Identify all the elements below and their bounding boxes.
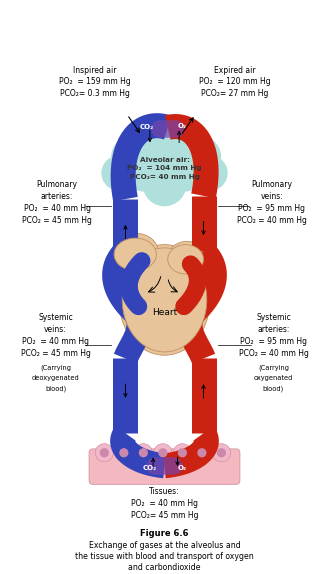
Circle shape xyxy=(163,149,205,191)
Circle shape xyxy=(143,164,186,205)
Ellipse shape xyxy=(114,238,156,271)
Circle shape xyxy=(212,444,231,462)
Text: Pulmonary: Pulmonary xyxy=(251,180,292,189)
Text: PO₂  = 120 mm Hg: PO₂ = 120 mm Hg xyxy=(199,77,270,86)
Ellipse shape xyxy=(113,233,158,269)
Text: veins:: veins: xyxy=(261,192,283,200)
Circle shape xyxy=(139,449,147,457)
Text: PCO₂ = 45 mm Hg: PCO₂ = 45 mm Hg xyxy=(22,216,92,224)
Text: PO₂  = 95 mm Hg: PO₂ = 95 mm Hg xyxy=(240,337,307,346)
Text: PCO₂ = 40 mm Hg: PCO₂ = 40 mm Hg xyxy=(237,216,307,224)
Circle shape xyxy=(115,444,133,462)
Text: Expired air: Expired air xyxy=(214,66,255,75)
Text: CO₂: CO₂ xyxy=(143,465,157,471)
Text: O₂: O₂ xyxy=(178,465,187,471)
Circle shape xyxy=(100,449,108,457)
Circle shape xyxy=(120,449,128,457)
Text: PO₂  = 159 mm Hg: PO₂ = 159 mm Hg xyxy=(59,77,131,86)
Text: Exchange of gases at the alveolus and: Exchange of gases at the alveolus and xyxy=(89,541,240,549)
Ellipse shape xyxy=(168,242,207,274)
Ellipse shape xyxy=(119,245,210,355)
Circle shape xyxy=(95,444,114,462)
Circle shape xyxy=(193,156,227,190)
Circle shape xyxy=(217,449,225,457)
Text: PCO₂ = 40 mm Hg: PCO₂ = 40 mm Hg xyxy=(239,349,308,358)
Text: O₂: O₂ xyxy=(178,123,187,129)
Text: PO₂  = 40 mm Hg: PO₂ = 40 mm Hg xyxy=(24,204,91,212)
Text: arteries:: arteries: xyxy=(41,192,73,200)
Text: the tissue with blood and transport of oxygen: the tissue with blood and transport of o… xyxy=(75,552,254,561)
Circle shape xyxy=(102,156,136,190)
Text: Systemic: Systemic xyxy=(38,313,73,322)
Circle shape xyxy=(112,137,152,177)
Circle shape xyxy=(142,141,187,186)
Circle shape xyxy=(193,444,211,462)
Circle shape xyxy=(198,449,206,457)
Text: Alveolar air:
PO₂  = 104 mm Hg
PCO₂= 40 mm Hg: Alveolar air: PO₂ = 104 mm Hg PCO₂= 40 m… xyxy=(127,157,202,180)
Text: Systemic: Systemic xyxy=(256,313,291,322)
Text: PO₂  = 95 mm Hg: PO₂ = 95 mm Hg xyxy=(238,204,305,212)
Text: blood): blood) xyxy=(263,386,284,392)
Text: Pulmonary: Pulmonary xyxy=(37,180,78,189)
Circle shape xyxy=(159,449,167,457)
Text: PO₂  = 40 mm Hg: PO₂ = 40 mm Hg xyxy=(22,337,89,346)
Text: and carbondioxide: and carbondioxide xyxy=(128,563,201,572)
Text: PCO₂= 27 mm Hg: PCO₂= 27 mm Hg xyxy=(201,89,268,98)
Circle shape xyxy=(179,449,186,457)
Text: (Carrying: (Carrying xyxy=(40,365,71,371)
Text: oxygenated: oxygenated xyxy=(254,375,293,381)
Ellipse shape xyxy=(122,248,207,352)
Circle shape xyxy=(173,444,191,462)
Circle shape xyxy=(134,444,152,462)
Text: arteries:: arteries: xyxy=(257,325,290,334)
Circle shape xyxy=(154,121,201,167)
Text: PCO₂ = 45 mm Hg: PCO₂ = 45 mm Hg xyxy=(21,349,90,358)
Text: (Carrying: (Carrying xyxy=(258,365,289,371)
Text: Heart: Heart xyxy=(152,308,177,317)
Circle shape xyxy=(131,121,178,167)
Text: Figure 6.6: Figure 6.6 xyxy=(140,529,189,538)
Text: PCO₂= 45 mm Hg: PCO₂= 45 mm Hg xyxy=(131,511,198,520)
Text: PCO₂= 0.3 mm Hg: PCO₂= 0.3 mm Hg xyxy=(60,89,130,98)
Text: CO₂: CO₂ xyxy=(139,124,154,130)
Circle shape xyxy=(154,444,172,462)
Text: blood): blood) xyxy=(45,386,66,392)
Ellipse shape xyxy=(168,245,204,274)
Text: Inspired air: Inspired air xyxy=(73,66,116,75)
Circle shape xyxy=(124,149,166,191)
Text: deoxygenated: deoxygenated xyxy=(32,375,79,381)
Text: PO₂  = 40 mm Hg: PO₂ = 40 mm Hg xyxy=(131,499,198,508)
FancyBboxPatch shape xyxy=(89,449,240,484)
Text: Tissues:: Tissues: xyxy=(149,487,180,496)
Circle shape xyxy=(180,137,220,177)
Text: veins:: veins: xyxy=(44,325,67,334)
